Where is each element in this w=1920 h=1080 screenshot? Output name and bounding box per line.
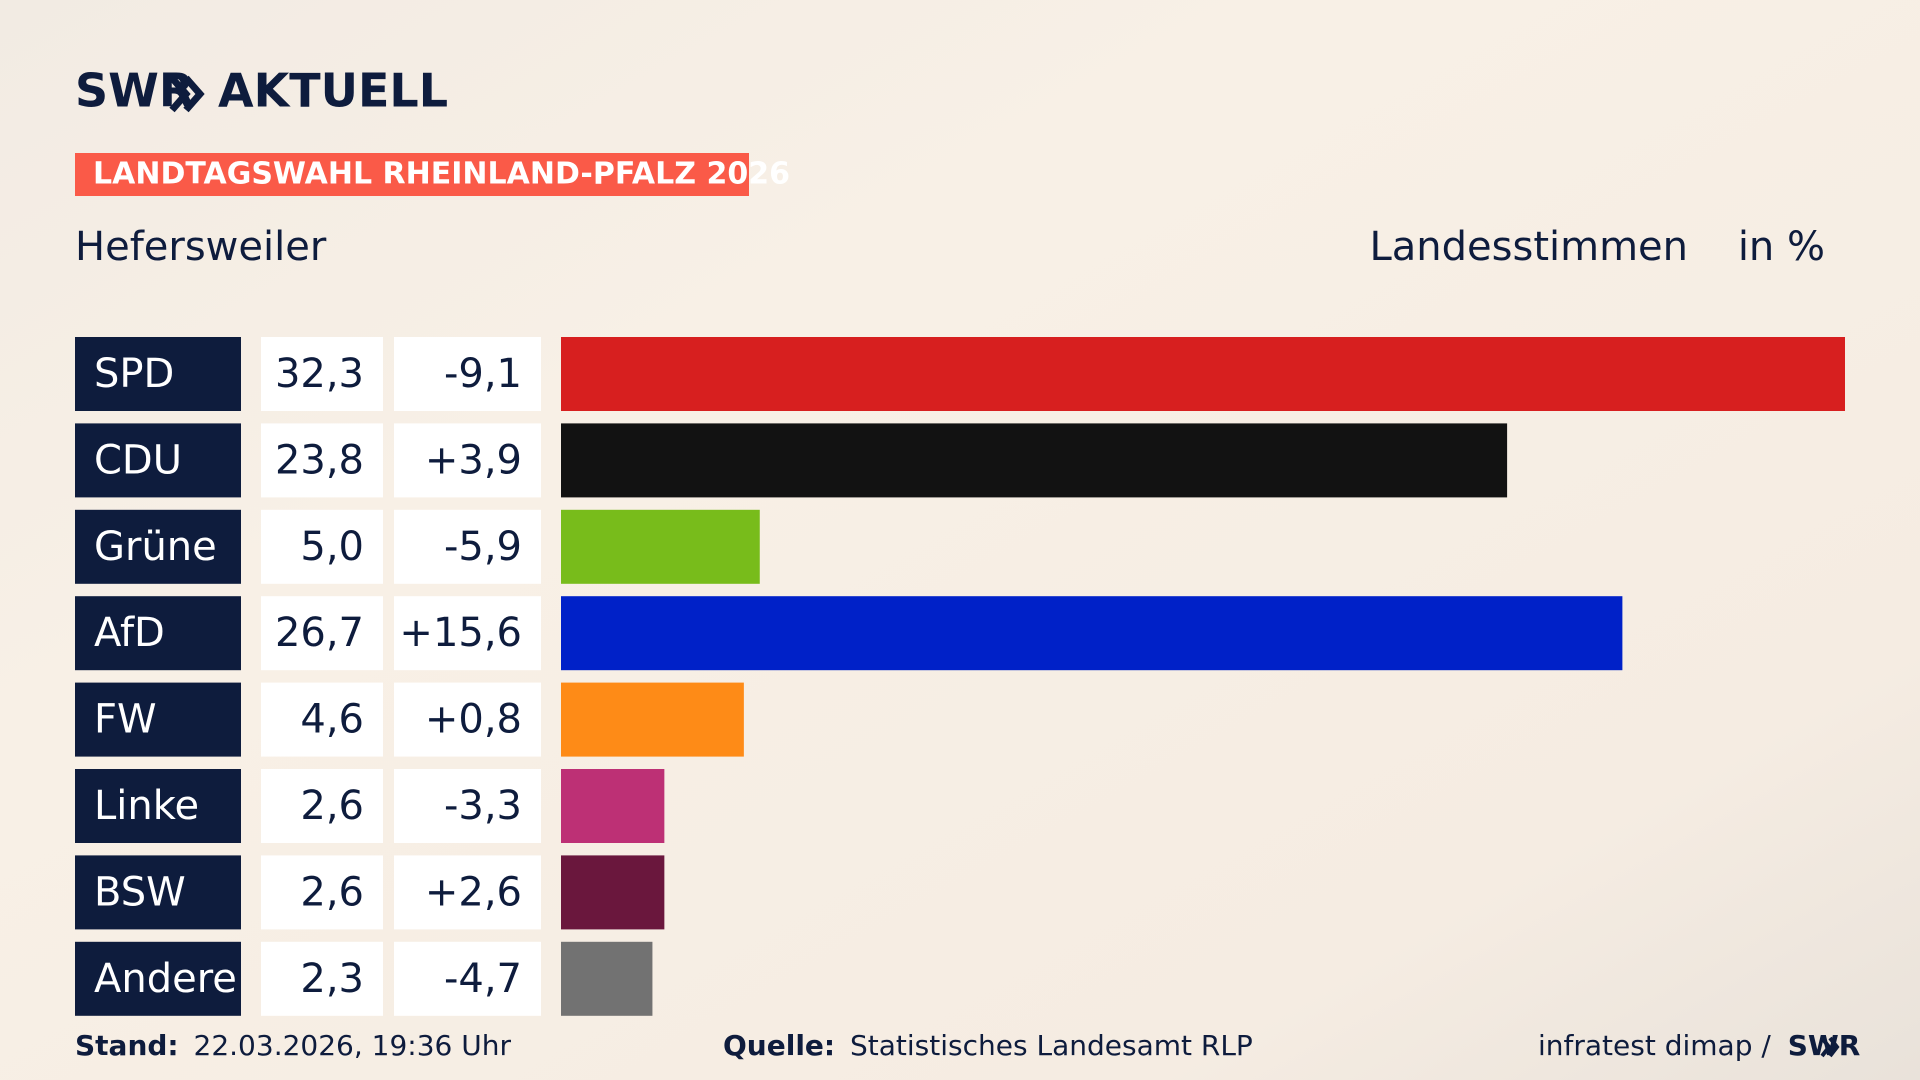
name-cell [75, 509, 241, 584]
rows: SPD 32,3 -9,1 CDU 23,8 +3,9 Grüne 5,0 -5,9 AfD 26,… [75, 337, 1845, 1016]
change-label: +2,6 [425, 869, 522, 915]
value-label: 2,6 [300, 869, 364, 915]
title: LANDTAGSWAHL RHEINLAND-PFALZ 2026 [93, 157, 790, 192]
value-cell [261, 337, 383, 411]
change-label: -5,9 [444, 524, 522, 570]
change-cell [394, 423, 541, 498]
party-name: FW [94, 697, 157, 743]
change-cell [394, 682, 541, 757]
value-label: 32,3 [275, 351, 364, 397]
name-cell [75, 596, 241, 671]
value-label: 26,7 [275, 610, 364, 656]
value-cell [261, 855, 383, 930]
bar [561, 769, 665, 843]
change-cell [394, 337, 541, 411]
change-label: +3,9 [425, 437, 522, 483]
bar [561, 596, 1623, 671]
value-label: 4,6 [300, 697, 364, 743]
change-label: -3,3 [444, 783, 522, 829]
footer-credit: infratest dimap / SWR [1538, 1029, 1860, 1062]
credit: infratest dimap / [1538, 1029, 1771, 1062]
change-label: -4,7 [444, 956, 522, 1002]
value-cell [261, 682, 383, 757]
change-cell [394, 855, 541, 930]
value-cell [261, 509, 383, 584]
bar [561, 509, 760, 584]
change-cell [394, 509, 541, 584]
change-label: +0,8 [425, 697, 522, 743]
change-cell [394, 941, 541, 1016]
bar [561, 423, 1508, 498]
change-label: +15,6 [399, 610, 522, 656]
source: Statistisches Landesamt RLP [850, 1029, 1253, 1062]
name-cell [75, 337, 241, 411]
value-cell [261, 769, 383, 843]
date-label: Stand: [75, 1029, 179, 1062]
unit: in % [1738, 224, 1825, 270]
date: 22.03.2026, 19:36 Uhr [194, 1029, 512, 1062]
subtitle: Hefersweiler [75, 224, 327, 270]
brand-section: AKTUELL [218, 64, 448, 118]
bar [561, 855, 665, 930]
value-label: 5,0 [300, 524, 364, 570]
name-cell [75, 682, 241, 757]
change-label: -9,1 [444, 351, 522, 397]
value-cell [261, 596, 383, 671]
footer-source: Quelle: Statistisches Landesamt RLP [723, 1029, 1253, 1062]
value-cell [261, 423, 383, 498]
value-label: 2,3 [300, 956, 364, 1002]
title-box [75, 153, 749, 196]
value-label: 23,8 [275, 437, 364, 483]
value-cell [261, 941, 383, 1016]
value-label: 2,6 [300, 783, 364, 829]
party-name: SPD [94, 351, 174, 397]
name-cell [75, 855, 241, 930]
bar [561, 337, 1845, 411]
change-cell [394, 596, 541, 671]
source-label: Quelle: [723, 1029, 835, 1062]
brand-chevrons [169, 75, 205, 113]
bar [561, 682, 744, 757]
party-name: Grüne [94, 524, 217, 570]
party-name: Linke [94, 783, 199, 829]
name-cell [75, 423, 241, 498]
change-cell [394, 769, 541, 843]
name-cell [75, 941, 241, 1016]
name-cell [75, 769, 241, 843]
footer-date: Stand: 22.03.2026, 19:36 Uhr [75, 1029, 511, 1062]
credit-chevrons [1820, 1036, 1840, 1058]
party-name: CDU [94, 437, 182, 483]
credit-brand: SWR [1788, 1029, 1861, 1062]
bar [561, 941, 653, 1016]
party-name: AfD [94, 610, 165, 656]
party-name: BSW [94, 869, 186, 915]
measure: Landesstimmen [1369, 224, 1688, 270]
party-name: Andere [94, 956, 237, 1002]
